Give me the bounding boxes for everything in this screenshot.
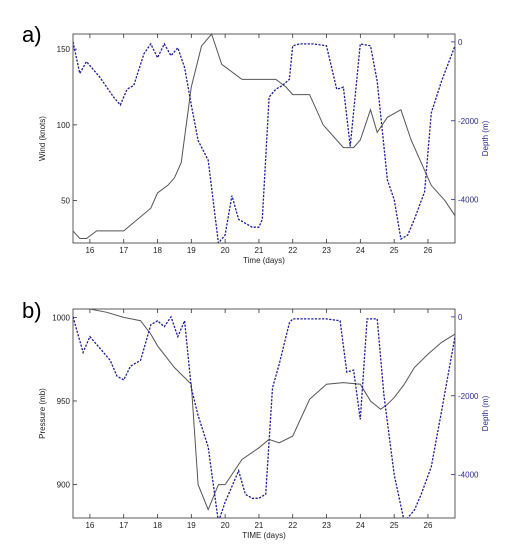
x-tick-label: 20 <box>221 521 230 530</box>
x-axis-label: TIME (days) <box>242 531 286 540</box>
plot-frame <box>72 33 456 244</box>
series-line-left <box>73 34 455 239</box>
y-left-axis-label: Wind (knots) <box>38 116 47 161</box>
y-right-tick-label: -4000 <box>458 196 479 205</box>
x-tick-label: 21 <box>254 246 263 255</box>
y-left-tick-label: 1000 <box>52 313 70 322</box>
plot-frame <box>72 308 456 519</box>
y-right-tick-label: -2000 <box>458 117 479 126</box>
x-tick-label: 19 <box>187 521 196 530</box>
y-left-tick-label: 150 <box>57 45 71 54</box>
y-left-tick-label: 950 <box>57 397 71 406</box>
chart-panel-2: b) 16 17 18 19 20 21 22 23 24 25 26 1000 950 900 0 -2000… <box>22 298 490 540</box>
x-tick-label: 26 <box>424 246 433 255</box>
x-tick-label: 18 <box>153 246 162 255</box>
x-tick-label: 22 <box>288 521 297 530</box>
series-line-right <box>73 315 455 518</box>
x-tick-label: 25 <box>390 246 399 255</box>
y-right-tick-label: -2000 <box>458 392 479 401</box>
x-tick-label: 20 <box>221 246 230 255</box>
x-axis-label: Time (days) <box>243 256 285 265</box>
x-tick-label: 19 <box>187 246 196 255</box>
x-tick-label: 16 <box>85 521 94 530</box>
x-tick-label: 17 <box>119 246 128 255</box>
y-left-tick-label: 50 <box>61 197 70 206</box>
y-right-axis-label: Depth (m) <box>481 120 490 156</box>
x-tick-label: 23 <box>322 521 331 530</box>
x-tick-label: 24 <box>356 521 365 530</box>
x-tick-label: 23 <box>322 246 331 255</box>
y-left-axis-label: Pressure (mb) <box>38 388 47 439</box>
y-right-tick-label: 0 <box>458 313 463 322</box>
y-right-tick-label: 0 <box>458 38 463 47</box>
x-tick-label: 18 <box>153 521 162 530</box>
x-tick-label: 22 <box>288 246 297 255</box>
y-left-tick-label: 100 <box>57 121 71 130</box>
y-left-tick-label: 900 <box>57 481 71 490</box>
x-tick-label: 17 <box>119 521 128 530</box>
panel-label: b) <box>22 298 42 323</box>
y-right-tick-label: -4000 <box>458 471 479 480</box>
x-tick-label: 25 <box>390 521 399 530</box>
x-tick-label: 21 <box>254 521 263 530</box>
series-line-right <box>73 41 455 243</box>
chart-panel-1: a) 16 17 18 19 20 21 22 23 24 25 26 50 100 150 0 -2000 -4… <box>22 22 490 265</box>
series-line-left <box>73 309 455 511</box>
x-tick-label: 16 <box>85 246 94 255</box>
x-tick-label: 24 <box>356 246 365 255</box>
x-tick-label: 26 <box>424 521 433 530</box>
panel-label: a) <box>22 22 42 47</box>
y-right-axis-label: Depth (m) <box>481 395 490 431</box>
